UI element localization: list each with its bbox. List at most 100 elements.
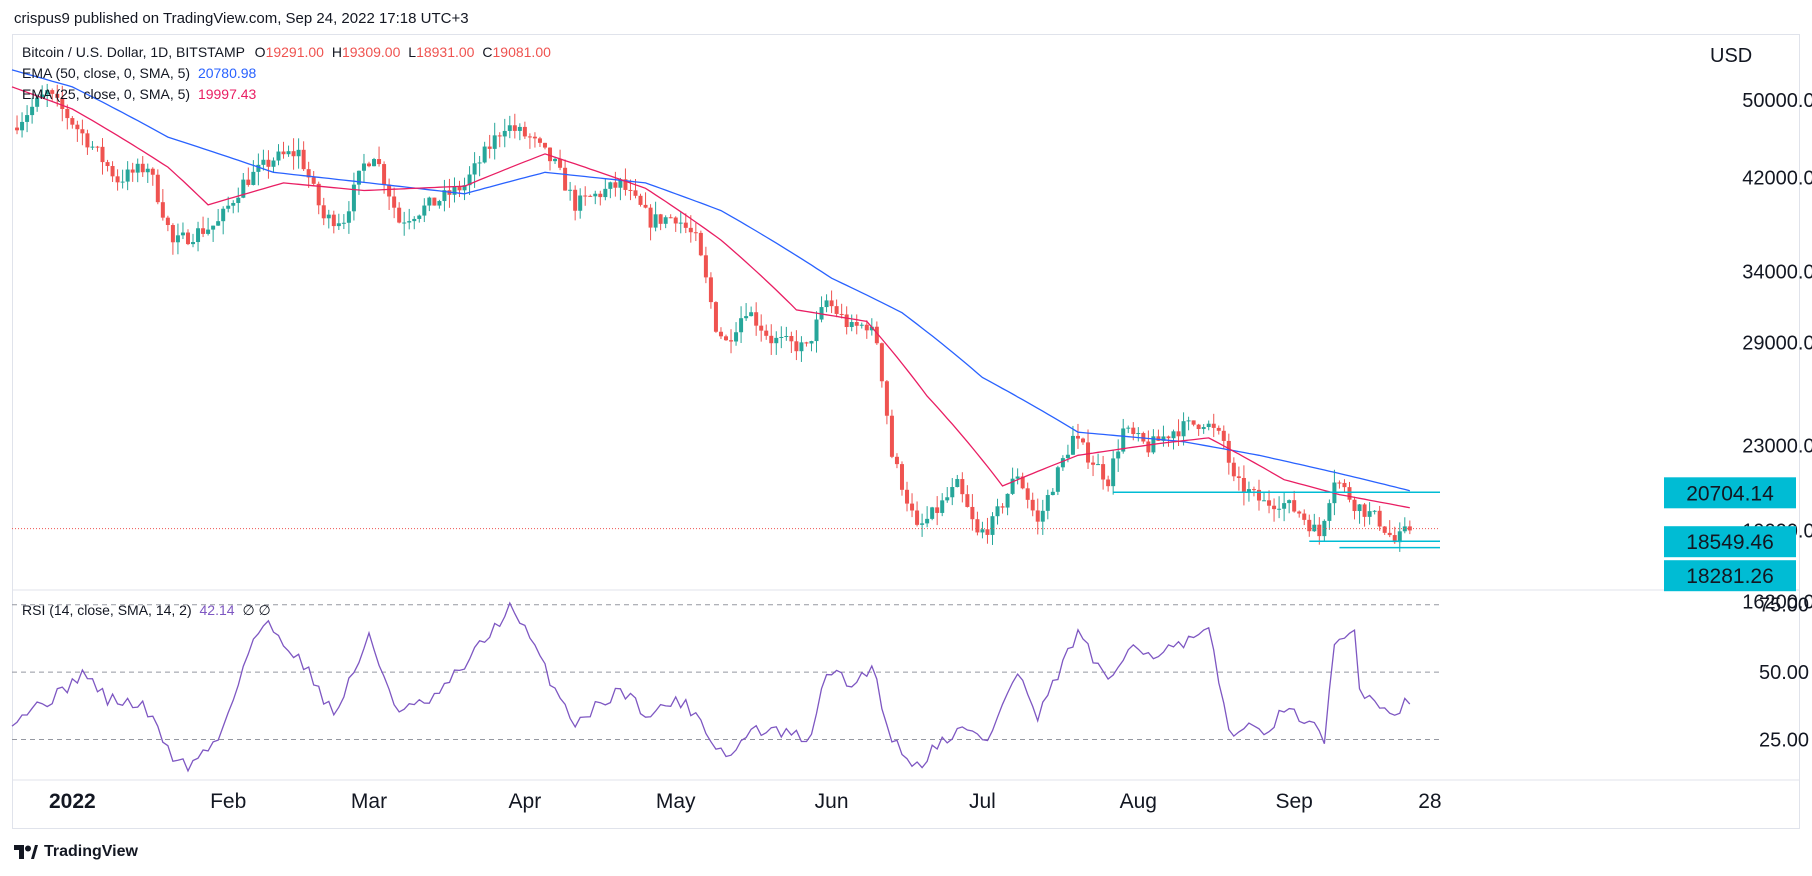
candle-up[interactable] — [1096, 464, 1101, 466]
candle-up[interactable] — [90, 146, 95, 148]
candle-down[interactable] — [1407, 526, 1412, 531]
candle-up[interactable] — [663, 217, 668, 224]
candle-up[interactable] — [477, 162, 482, 164]
candle-up[interactable] — [925, 518, 930, 524]
candle-up[interactable] — [241, 179, 246, 198]
candle-down[interactable] — [985, 529, 990, 535]
candle-down[interactable] — [839, 313, 844, 315]
candle-up[interactable] — [361, 163, 366, 171]
candle-down[interactable] — [583, 195, 588, 197]
candle-down[interactable] — [1226, 440, 1231, 463]
candle-up[interactable] — [774, 337, 779, 344]
candle-up[interactable] — [1397, 531, 1402, 543]
candle-down[interactable] — [794, 341, 799, 352]
candle-down[interactable] — [879, 343, 884, 382]
candle-up[interactable] — [990, 516, 995, 535]
candle-down[interactable] — [80, 129, 85, 134]
candle-down[interactable] — [367, 163, 371, 167]
candle-down[interactable] — [150, 168, 155, 175]
candle-down[interactable] — [1166, 436, 1171, 439]
candle-down[interactable] — [1387, 532, 1392, 536]
candle-down[interactable] — [140, 163, 145, 173]
candle-down[interactable] — [548, 147, 553, 162]
candle-down[interactable] — [789, 336, 794, 342]
candle-down[interactable] — [899, 464, 904, 490]
candle-down[interactable] — [75, 124, 80, 130]
candle-up[interactable] — [256, 164, 261, 172]
candle-up[interactable] — [1277, 508, 1282, 510]
candle-down[interactable] — [281, 151, 286, 155]
candle-up[interactable] — [20, 121, 25, 131]
candle-down[interactable] — [894, 456, 899, 465]
candle-down[interactable] — [844, 314, 849, 328]
candle-down[interactable] — [935, 507, 940, 513]
candle-down[interactable] — [834, 306, 839, 314]
candle-up[interactable] — [437, 201, 442, 206]
candle-down[interactable] — [55, 93, 60, 98]
candle-down[interactable] — [854, 322, 859, 326]
candle-down[interactable] — [165, 217, 170, 226]
candle-up[interactable] — [231, 202, 236, 206]
legend-ema50-row[interactable]: EMA (50, close, 0, SMA, 5) 20780.98 — [22, 65, 256, 81]
candle-down[interactable] — [60, 97, 65, 109]
candle-down[interactable] — [100, 146, 105, 163]
candle-down[interactable] — [1302, 513, 1307, 520]
candle-down[interactable] — [910, 503, 915, 511]
candle-up[interactable] — [1357, 504, 1362, 512]
candle-down[interactable] — [1000, 506, 1005, 508]
candle-up[interactable] — [462, 185, 467, 191]
candle-down[interactable] — [1292, 500, 1297, 512]
candle-up[interactable] — [452, 186, 457, 195]
candle-up[interactable] — [35, 97, 40, 107]
candle-down[interactable] — [1241, 477, 1246, 493]
candle-up[interactable] — [930, 507, 935, 519]
candle-down[interactable] — [563, 167, 568, 191]
candle-down[interactable] — [537, 138, 542, 143]
candle-down[interactable] — [889, 415, 894, 457]
candle-down[interactable] — [1091, 462, 1096, 465]
candle-down[interactable] — [1176, 431, 1181, 437]
candle-down[interactable] — [708, 277, 713, 303]
candle-up[interactable] — [502, 130, 507, 137]
candle-down[interactable] — [457, 186, 462, 191]
candle-up[interactable] — [492, 135, 497, 149]
candle-up[interactable] — [442, 190, 447, 202]
candle-down[interactable] — [316, 183, 321, 206]
candle-down[interactable] — [1342, 482, 1347, 488]
candle-down[interactable] — [1131, 427, 1136, 435]
candle-up[interactable] — [799, 342, 804, 352]
candle-down[interactable] — [1382, 526, 1387, 533]
candle-down[interactable] — [703, 255, 708, 278]
legend-rsi-row[interactable]: RSI (14, close, SMA, 14, 2) 42.14 ∅ ∅ — [22, 602, 271, 619]
candle-up[interactable] — [30, 106, 35, 116]
candle-up[interactable] — [1040, 510, 1045, 522]
candle-up[interactable] — [940, 500, 945, 513]
candle-up[interactable] — [593, 193, 598, 197]
candle-up[interactable] — [135, 163, 140, 173]
candle-down[interactable] — [160, 202, 165, 218]
candle-down[interactable] — [527, 136, 532, 138]
candle-up[interactable] — [1055, 467, 1060, 492]
candle-down[interactable] — [170, 225, 175, 243]
candle-down[interactable] — [643, 204, 648, 208]
candle-up[interactable] — [744, 316, 749, 319]
candle-up[interactable] — [945, 497, 950, 501]
candle-down[interactable] — [1156, 436, 1161, 441]
candle-up[interactable] — [955, 479, 960, 488]
candle-up[interactable] — [341, 222, 346, 224]
candle-down[interactable] — [683, 222, 688, 228]
candle-down[interactable] — [65, 108, 70, 119]
candle-up[interactable] — [211, 225, 216, 230]
candle-up[interactable] — [412, 218, 417, 222]
candle-down[interactable] — [688, 227, 693, 233]
candle-up[interactable] — [1322, 520, 1327, 537]
candle-down[interactable] — [1251, 489, 1256, 491]
candle-down[interactable] — [50, 90, 55, 94]
candle-down[interactable] — [397, 207, 402, 223]
candle-up[interactable] — [40, 94, 45, 98]
candle-up[interactable] — [1372, 510, 1377, 512]
candle-up[interactable] — [422, 205, 427, 216]
tradingview-brand[interactable]: TradingView — [14, 843, 138, 861]
candle-down[interactable] — [1146, 441, 1151, 453]
candle-up[interactable] — [734, 332, 739, 342]
